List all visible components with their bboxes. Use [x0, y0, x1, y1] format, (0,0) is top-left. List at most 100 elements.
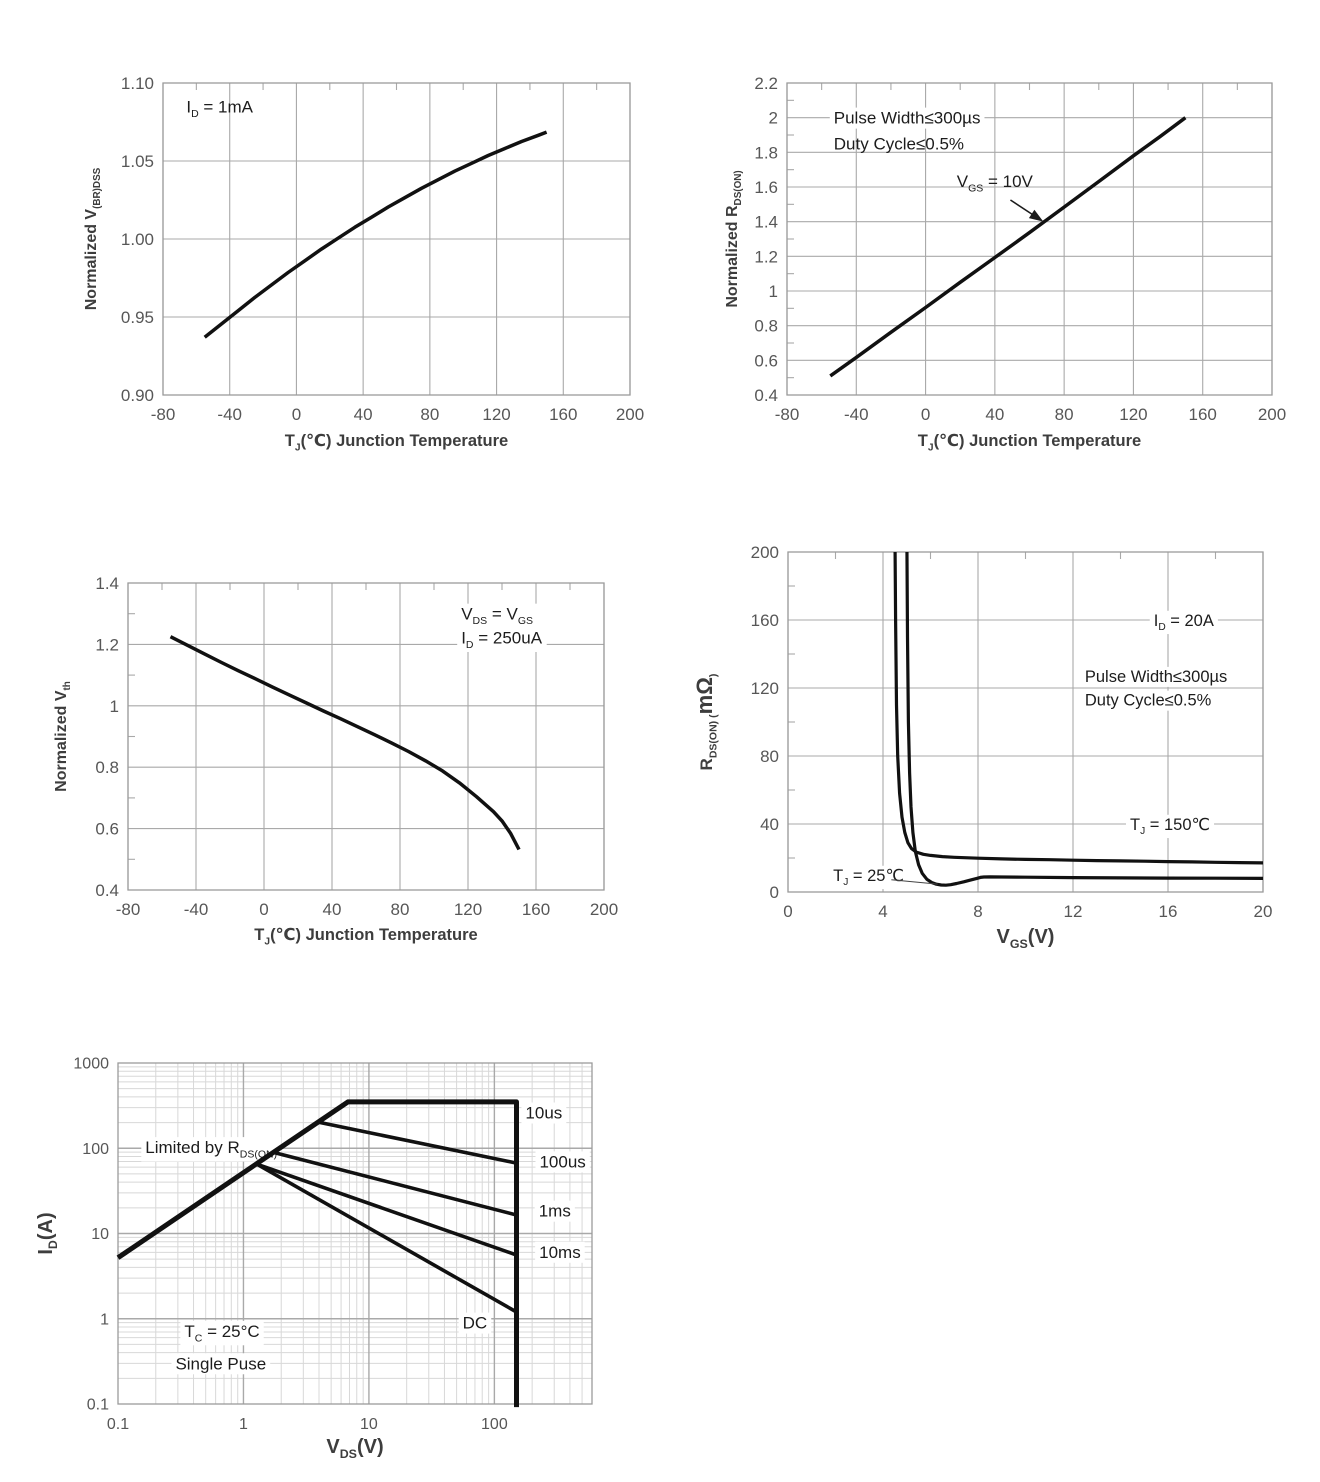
annotation-fig15-5: 1ms	[539, 1202, 571, 1221]
y-tick-label: 1	[769, 282, 778, 301]
x-tick-label: 1	[239, 1416, 248, 1433]
y-tick-label: 0.4	[754, 386, 778, 405]
annotation-fig12-2: VGS = 10V	[957, 172, 1034, 194]
y-tick-label: 100	[82, 1141, 109, 1158]
plot-frame	[117, 1062, 593, 1405]
y-tick-label: 1	[110, 697, 119, 716]
x-tick-label: 0	[921, 405, 930, 424]
y-tick-label: 0.6	[95, 820, 119, 839]
soa-limit-1ms	[272, 1150, 517, 1217]
y-axis-label: RDS(ON) (mΩ)	[692, 674, 719, 771]
x-tick-label: -40	[844, 405, 869, 424]
x-axis-label: TJ(℃) Junction Temperature	[918, 432, 1141, 453]
y-tick-label: 0.8	[95, 758, 119, 777]
y-tick-label: 1.8	[754, 143, 778, 162]
annotation-fig14-3: TJ = 150℃	[1130, 816, 1210, 837]
y-tick-label: 0	[770, 883, 779, 902]
figure-11-plot: ID = 1mA -80 -40 0 40 80 120 160 200 1.10 1.05 1.00…	[0, 0, 660, 475]
x-tick-label: 40	[985, 405, 1004, 424]
x-tick-label: 80	[391, 900, 410, 919]
y-tick-label: 1.2	[95, 635, 119, 654]
y-tick-label: 0.4	[95, 881, 119, 900]
y-tick-label: 2	[769, 109, 778, 128]
tick-labels: -80 -40 0 40 80 120 160 200 1.10 1.05 1.00 0.95 0.90	[121, 74, 644, 424]
annotation-fig15-7: DC	[463, 1314, 488, 1333]
y-tick-label: 1.4	[95, 574, 119, 593]
y-axis-label-group: ID(A)	[35, 1212, 60, 1254]
y-tick-label: 1.6	[754, 178, 778, 197]
y-tick-label: 1.05	[121, 152, 154, 171]
y-tick-label: 1.10	[121, 74, 154, 93]
arrow-head	[1028, 209, 1044, 222]
tick-labels: -80 -40 0 40 80 120 160 200 2.2 2 1.8 1.6 1.4 1.2 1 0.8…	[754, 74, 1286, 424]
y-tick-label: 1	[100, 1311, 109, 1328]
y-tick-label: 80	[760, 747, 779, 766]
y-tick-label: 0.90	[121, 386, 154, 405]
annotation-fig11-0: ID = 1mA	[186, 97, 253, 119]
x-tick-label: -80	[151, 405, 176, 424]
y-axis-label: Normalized Vth	[53, 681, 73, 792]
y-tick-label: 160	[751, 611, 779, 630]
x-tick-label: 16	[1159, 902, 1178, 921]
y-tick-label: 1.4	[754, 213, 778, 232]
x-tick-label: 160	[549, 405, 577, 424]
x-tick-label: 8	[973, 902, 982, 921]
y-axis-label-group: RDS(ON) (mΩ)	[692, 674, 719, 771]
soa-limit-10ms	[256, 1162, 518, 1257]
x-tick-label: 10	[360, 1416, 378, 1433]
series	[829, 116, 1187, 378]
tick-labels: 0 4 8 12 16 20 200 160 120 80 40 0	[751, 543, 1273, 921]
x-axis-label: VGS(V)	[997, 926, 1055, 951]
series	[893, 552, 1263, 887]
annotation-fig14-1: Pulse Width≤300µs	[1085, 668, 1227, 686]
x-tick-label: 80	[420, 405, 439, 424]
x-tick-label: 100	[481, 1416, 508, 1433]
x-tick-label: 160	[522, 900, 550, 919]
plot-frame	[127, 582, 605, 891]
x-tick-label: 0	[292, 405, 301, 424]
plot-frame	[787, 551, 1264, 893]
rdson-vs-tj-curve	[829, 116, 1187, 378]
tick-labels: -80 -40 0 40 80 120 160 200 1.4 1.2 1 0.8 0.6 0.4	[95, 574, 618, 919]
x-tick-label: 160	[1189, 405, 1217, 424]
y-tick-label: 2.2	[754, 74, 778, 93]
y-axis-label: ID(A)	[35, 1212, 60, 1254]
x-tick-label: 120	[454, 900, 482, 919]
figure-13: Figure 13: Normalized Threshold Voltage …	[0, 495, 660, 982]
y-tick-label: 1000	[73, 1056, 109, 1073]
x-tick-label: 120	[1119, 405, 1147, 424]
y-tick-label: 1.2	[754, 247, 778, 266]
figure-14-plot: ID = 20A Pulse Width≤300µs Duty Cycle≤0.5%…	[660, 495, 1320, 982]
y-axis-label-group: Normalized V(BR)DSS	[83, 167, 103, 310]
x-axis-label: TJ(℃) Junction Temperature	[285, 432, 508, 453]
series	[169, 635, 521, 851]
y-tick-label: 10	[91, 1226, 109, 1243]
y-axis-label: Normalized V(BR)DSS	[83, 167, 103, 310]
y-axis-label-group: Normalized RDS(ON)	[724, 170, 744, 307]
arrow-line	[1010, 199, 1035, 217]
callout-line	[891, 879, 938, 885]
x-tick-label: -80	[775, 405, 800, 424]
x-tick-label: 20	[1254, 902, 1273, 921]
x-tick-label: 200	[616, 405, 644, 424]
x-tick-label: -80	[116, 900, 141, 919]
x-tick-label: 0.1	[107, 1416, 129, 1433]
series	[203, 130, 548, 339]
x-tick-label: 0	[783, 902, 792, 921]
x-tick-label: 80	[1055, 405, 1074, 424]
y-tick-label: 1.00	[121, 230, 154, 249]
x-axis-label: VDS(V)	[326, 1436, 383, 1461]
annotation-fig12-0: Pulse Width≤300µs	[834, 109, 981, 128]
y-tick-label: 0.95	[121, 308, 154, 327]
x-tick-label: 4	[878, 902, 887, 921]
y-axis-label: Normalized RDS(ON)	[724, 170, 744, 307]
annotation-fig12-1: Duty Cycle≤0.5%	[834, 135, 964, 154]
x-tick-label: -40	[217, 405, 242, 424]
annotation-fig15-3: 10us	[525, 1104, 562, 1123]
annotation-fig15-2: Single Puse	[175, 1354, 266, 1373]
y-tick-label: 40	[760, 815, 779, 834]
curve-tj-25c	[905, 552, 1263, 887]
x-tick-label: 12	[1064, 902, 1083, 921]
